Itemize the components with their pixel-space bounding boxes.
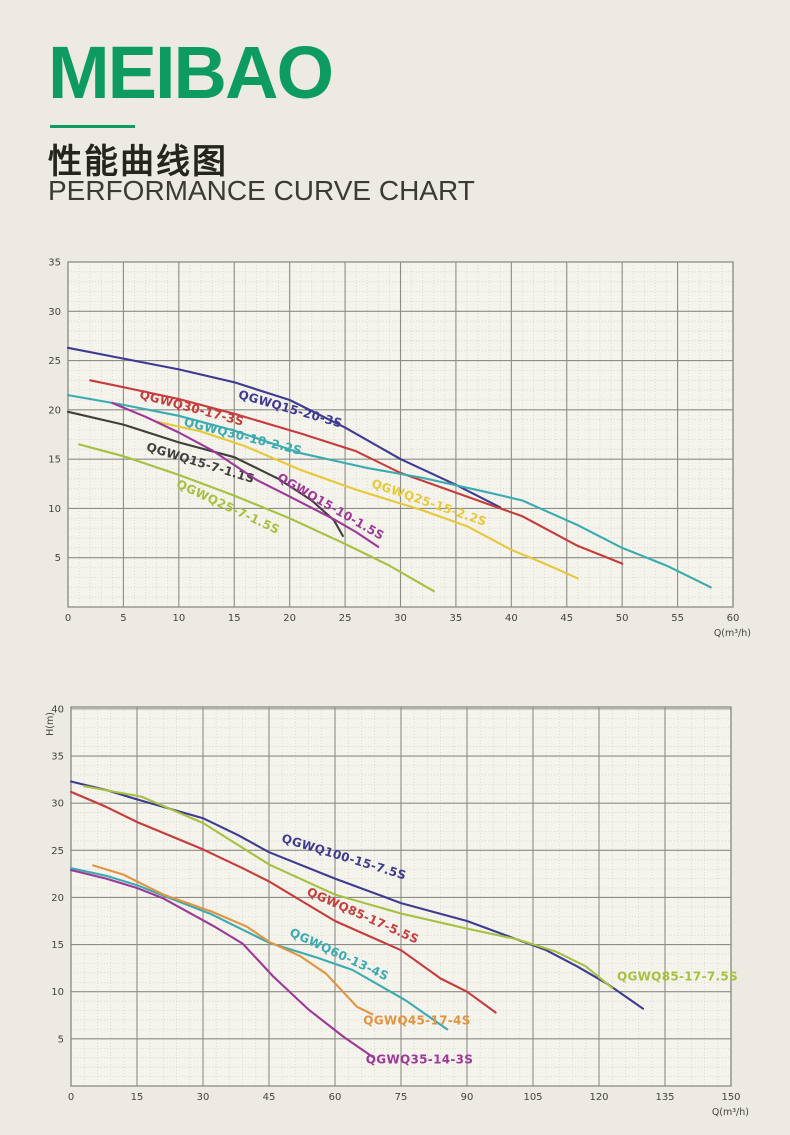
y-tick-label: 25 xyxy=(51,846,64,857)
y-tick-label: 30 xyxy=(51,799,64,810)
page-title-english: PERFORMANCE CURVE CHART xyxy=(48,175,475,206)
performance-chart-small-pumps: 0 5 10 15 20 25 30 35 40 45 50 55 60 5 10 15 20 25 30 35 Q(m… xyxy=(48,258,751,640)
curve-QGWQ15-10-1.5S xyxy=(111,401,380,548)
y-tick-label: 5 xyxy=(55,553,61,564)
x-tick-label: 15 xyxy=(131,1092,144,1103)
curve-QGWQ85-17-5.5S xyxy=(69,790,497,1014)
y-tick-label: 35 xyxy=(48,258,61,269)
x-tick-label: 55 xyxy=(671,613,684,624)
x-tick-label: 30 xyxy=(197,1092,210,1103)
x-tick-label: 105 xyxy=(523,1092,542,1103)
plot-frame xyxy=(70,706,732,1087)
curve-QGWQ45-17-4S xyxy=(91,864,374,1016)
brand-underline xyxy=(50,125,135,128)
x-tick-label: 35 xyxy=(450,613,463,624)
curve-QGWQ25-7-1.5S xyxy=(78,443,435,593)
y-tick-label: 15 xyxy=(48,455,61,466)
x-axis-label: Q(m³/h) xyxy=(714,628,751,639)
curve-QGWQ25-15-2.2S xyxy=(155,420,579,580)
curve-QGWQ85-17-7.5S xyxy=(83,785,614,990)
x-tick-label: 40 xyxy=(505,613,518,624)
x-tick-label: 60 xyxy=(329,1092,342,1103)
y-tick-label: 35 xyxy=(51,752,64,763)
curve-QGWQ30-17-3S xyxy=(89,379,624,565)
curve-QGWQ30-10-2.2S xyxy=(66,394,712,589)
curve-label-QGWQ85-17-7.5S: QGWQ85-17-7.5S xyxy=(617,969,738,983)
performance-chart-large-pumps: 0 15 30 45 60 75 90 105 120 135 150 5 10 15 20 25 30 35 40… xyxy=(45,704,749,1118)
y-tick-label: 5 xyxy=(58,1034,64,1045)
x-tick-label: 0 xyxy=(68,1092,74,1103)
x-tick-label: 135 xyxy=(655,1092,674,1103)
curve-QGWQ35-14-3S xyxy=(69,869,374,1058)
curve-QGWQ100-15-7.5S xyxy=(69,780,645,1010)
x-tick-label: 0 xyxy=(65,613,71,624)
curve-label-QGWQ35-14-3S: QGWQ35-14-3S xyxy=(366,1052,473,1066)
curve-label-QGWQ45-17-4S: QGWQ45-17-4S xyxy=(363,1014,470,1028)
x-tick-label: 30 xyxy=(394,613,407,624)
x-tick-label: 45 xyxy=(263,1092,276,1103)
x-tick-label: 10 xyxy=(172,613,185,624)
x-tick-label: 120 xyxy=(589,1092,608,1103)
curve-QGWQ15-20-3S xyxy=(66,346,502,509)
x-tick-label: 20 xyxy=(283,613,296,624)
x-tick-label: 45 xyxy=(560,613,573,624)
x-tick-label: 25 xyxy=(339,613,352,624)
y-tick-label: 15 xyxy=(51,940,64,951)
x-tick-label: 50 xyxy=(616,613,629,624)
y-tick-label: 10 xyxy=(48,504,61,515)
curve-QGWQ60-13-4S xyxy=(69,867,449,1031)
brand-logo: MEIBAO xyxy=(48,31,334,114)
x-tick-label: 75 xyxy=(395,1092,408,1103)
page-title-chinese: 性能曲线图 xyxy=(48,142,228,182)
x-axis-label: Q(m³/h) xyxy=(712,1107,749,1118)
y-axis-label: H(m) xyxy=(45,712,56,736)
x-tick-label: 60 xyxy=(727,613,740,624)
x-tick-label: 150 xyxy=(721,1092,740,1103)
x-tick-label: 15 xyxy=(228,613,241,624)
y-tick-label: 10 xyxy=(51,987,64,998)
y-tick-label: 40 xyxy=(51,704,64,715)
y-tick-label: 30 xyxy=(48,307,61,318)
x-tick-label: 5 xyxy=(120,613,126,624)
y-tick-label: 25 xyxy=(48,356,61,367)
x-tick-label: 90 xyxy=(461,1092,474,1103)
y-tick-label: 20 xyxy=(51,893,64,904)
plot-frame xyxy=(67,261,734,608)
y-tick-label: 20 xyxy=(48,405,61,416)
